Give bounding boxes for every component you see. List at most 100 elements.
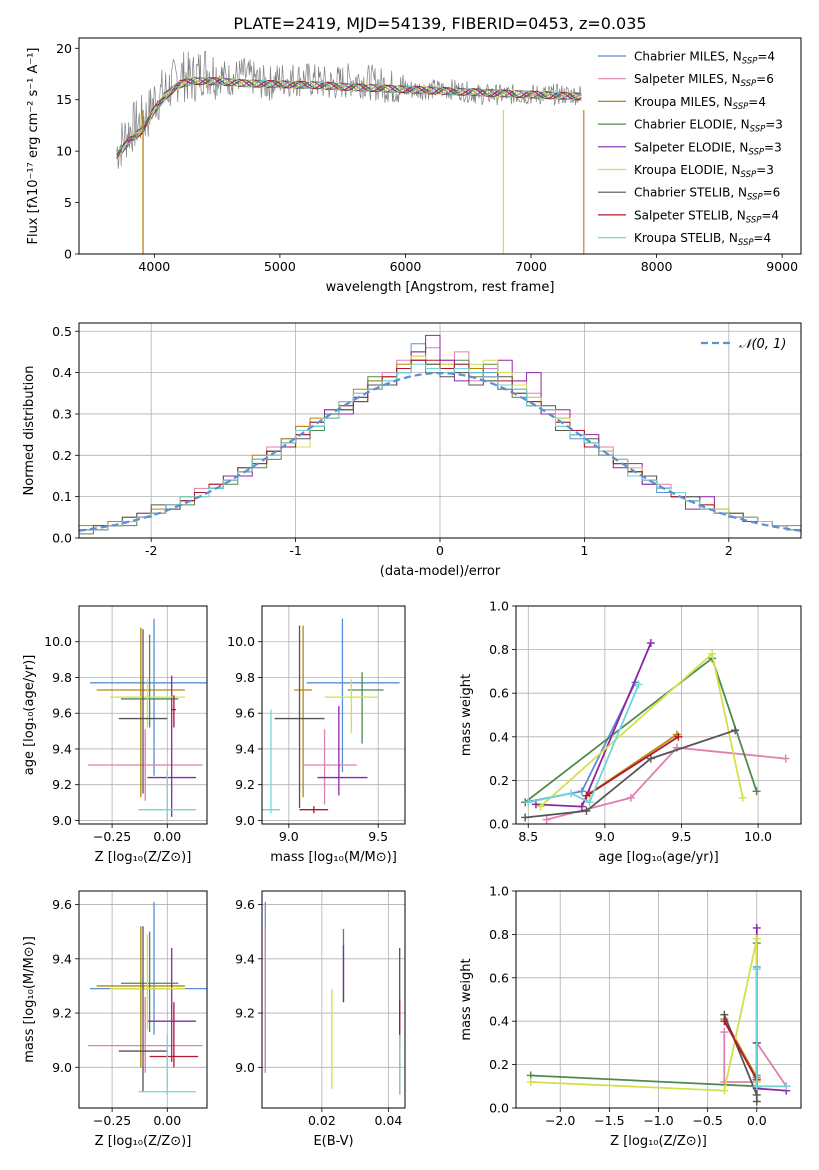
spectrum-ytick-label: 20 bbox=[56, 41, 72, 56]
weight-vs-age-ytick-label: 0.4 bbox=[489, 729, 509, 744]
weight-vs-age-series-line bbox=[586, 736, 679, 797]
residuals-xtick-label: -2 bbox=[145, 543, 157, 558]
weight-vs-z-point-marker bbox=[752, 965, 761, 974]
age-vs-z-ytick-label: 9.2 bbox=[52, 777, 72, 792]
weight-vs-age-point-marker bbox=[542, 815, 551, 824]
weight-vs-age-series-line bbox=[539, 652, 744, 808]
weight-vs-z-xtick-label: 0.0 bbox=[747, 1113, 767, 1128]
spectrum-model-line bbox=[116, 77, 582, 153]
weight-vs-z-point-marker bbox=[752, 1097, 761, 1106]
weight-vs-z-xtick-label: −0.5 bbox=[692, 1113, 722, 1128]
weight-vs-age-point-marker bbox=[781, 754, 790, 763]
weight-vs-z-ylabel: mass weight bbox=[459, 958, 474, 1040]
mass-vs-z-xlabel: Z [log₁₀(Z/Z⊙)] bbox=[95, 1134, 192, 1149]
weight-vs-age-point-marker bbox=[521, 813, 530, 822]
mass-vs-z-xtick-label: −0.25 bbox=[93, 1113, 131, 1128]
mass-vs-z-ytick-label: 9.6 bbox=[52, 897, 72, 912]
weight-vs-z-ytick-label: 0.0 bbox=[489, 1101, 509, 1116]
residuals-ytick-label: 0.1 bbox=[52, 489, 72, 504]
weight-vs-age-point-marker bbox=[577, 802, 586, 811]
residuals-ytick-label: 0.3 bbox=[52, 406, 72, 421]
weight-vs-z-xtick-label: −1.0 bbox=[643, 1113, 673, 1128]
mass-vs-ebv-panel: 0.02 0.04 9.0 9.2 9.4 9.6 E(B-V) bbox=[235, 890, 406, 1149]
spectrum-panel: 4000 5000 6000 7000 8000 9000 0 5 10 15 20 waveleng… bbox=[26, 37, 802, 295]
weight-vs-age-frame bbox=[515, 605, 802, 825]
spectrum-data-line bbox=[116, 50, 582, 169]
weight-vs-z-ytick-label: 1.0 bbox=[489, 884, 509, 899]
legend-label: Chabrier STELIB, NSSP=6 bbox=[634, 186, 780, 203]
spectrum-xtick-label: 5000 bbox=[264, 259, 296, 274]
weight-vs-age-point-marker bbox=[646, 639, 655, 648]
figure-title: PLATE=2419, MJD=54139, FIBERID=0453, z=0… bbox=[233, 14, 646, 33]
age-vs-z-frame bbox=[78, 605, 208, 825]
weight-vs-age-ytick-label: 0.6 bbox=[489, 686, 509, 701]
weight-vs-age-point-marker bbox=[582, 791, 591, 800]
residuals-panel: -2 -1 0 1 2 0.0 0.1 0.2 0.3 0.4 0.5 (data-model)/er… bbox=[22, 322, 802, 579]
residuals-xtick-label: 2 bbox=[725, 543, 733, 558]
mass-vs-ebv-frame bbox=[261, 890, 406, 1109]
spectrum-legend: Chabrier MILES, NSSP=4 Salpeter MILES, NS… bbox=[598, 50, 783, 248]
weight-vs-age-xlabel: age [log₁₀(age/yr)] bbox=[598, 850, 719, 865]
weight-vs-z-ytick-label: 0.6 bbox=[489, 970, 509, 985]
age-vs-z-ylabel: age [log₁₀(age/yr)] bbox=[22, 655, 37, 776]
legend-label: Salpeter ELODIE, NSSP=3 bbox=[634, 140, 782, 157]
age-vs-z-ytick-label: 9.0 bbox=[52, 813, 72, 828]
legend-label: Salpeter MILES, NSSP=6 bbox=[634, 72, 774, 89]
weight-vs-age-xtick-label: 9.0 bbox=[595, 829, 615, 844]
mass-vs-z-ylabel: mass [log₁₀(M/M⊙)] bbox=[22, 936, 37, 1063]
legend-label: Kroupa MILES, NSSP=4 bbox=[634, 95, 766, 112]
weight-vs-age-xtick-label: 9.5 bbox=[672, 829, 692, 844]
spectrum-model-line bbox=[116, 77, 582, 160]
age-vs-mass-xlabel: mass [log₁₀(M/M⊙)] bbox=[270, 850, 397, 865]
age-vs-mass-panel: 9.0 9.5 9.0 9.2 9.4 9.6 9.8 10.0 mass [log₁₀(M/M… bbox=[227, 605, 406, 865]
weight-vs-age-point-marker bbox=[582, 806, 591, 815]
residuals-ytick-label: 0.2 bbox=[52, 448, 72, 463]
mass-vs-z-ytick-label: 9.4 bbox=[52, 951, 72, 966]
age-vs-z-xlabel: Z [log₁₀(Z/Z⊙)] bbox=[95, 850, 192, 865]
mass-vs-ebv-ytick-label: 9.2 bbox=[235, 1006, 255, 1021]
spectrum-xtick-label: 9000 bbox=[766, 259, 798, 274]
weight-vs-z-point-marker bbox=[720, 1028, 729, 1037]
weight-vs-age-point-marker bbox=[731, 726, 740, 735]
mass-vs-ebv-ytick-label: 9.4 bbox=[235, 951, 255, 966]
age-vs-z-ytick-label: 9.4 bbox=[52, 741, 72, 756]
weight-vs-z-panel: −2.0 −1.5 −1.0 −0.5 0.0 0.0 0.2 0.4 0.6 0.8 1.0 Z [… bbox=[459, 884, 802, 1149]
age-vs-mass-ytick-label: 9.4 bbox=[235, 741, 255, 756]
residuals-ytick-label: 0.5 bbox=[52, 324, 72, 339]
weight-vs-z-series-line bbox=[723, 1014, 758, 1102]
legend-label: Kroupa STELIB, NSSP=4 bbox=[634, 231, 771, 248]
age-vs-z-ytick-label: 9.6 bbox=[52, 706, 72, 721]
age-vs-mass-ytick-label: 9.2 bbox=[235, 777, 255, 792]
residuals-ylabel: Normed distribution bbox=[22, 366, 37, 496]
mass-vs-z-ytick-label: 9.2 bbox=[52, 1006, 72, 1021]
age-vs-z-ytick-label: 10.0 bbox=[44, 634, 72, 649]
spectrum-ytick-label: 15 bbox=[56, 92, 72, 107]
weight-vs-age-point-marker bbox=[524, 798, 533, 807]
weight-vs-z-xtick-label: −1.5 bbox=[594, 1113, 624, 1128]
age-vs-mass-ytick-label: 9.0 bbox=[235, 813, 255, 828]
weight-vs-z-point-marker bbox=[720, 1086, 729, 1095]
weight-vs-z-series-line bbox=[755, 969, 787, 1088]
residuals-xtick-label: -1 bbox=[289, 543, 301, 558]
weight-vs-z-point-marker bbox=[526, 1077, 535, 1086]
weight-vs-age-point-marker bbox=[567, 789, 576, 798]
weight-vs-z-xtick-label: −2.0 bbox=[545, 1113, 575, 1128]
weight-vs-age-series-line bbox=[528, 684, 640, 804]
weight-vs-z-point-marker bbox=[752, 1082, 761, 1091]
residuals-ytick-label: 0.0 bbox=[52, 531, 72, 546]
residuals-xtick-label: 1 bbox=[580, 543, 588, 558]
mass-vs-ebv-ytick-label: 9.6 bbox=[235, 897, 255, 912]
residuals-ytick-label: 0.4 bbox=[52, 365, 72, 380]
weight-vs-age-point-marker bbox=[634, 680, 643, 689]
weight-vs-age-series-line bbox=[525, 729, 736, 819]
age-vs-mass-ytick-label: 10.0 bbox=[227, 634, 255, 649]
age-vs-mass-frame bbox=[261, 605, 406, 825]
mass-vs-z-frame bbox=[78, 890, 208, 1109]
weight-vs-age-xtick-label: 10.0 bbox=[744, 829, 772, 844]
mass-vs-z-panel: −0.25 0.00 9.0 9.2 9.4 9.6 Z [log₁₀(Z/Z⊙)] mass… bbox=[22, 890, 208, 1149]
mass-vs-ebv-xtick-label: 0.04 bbox=[374, 1113, 402, 1128]
weight-vs-age-point-marker bbox=[752, 787, 761, 796]
weight-vs-age-point-marker bbox=[708, 649, 717, 658]
normal-legend-label: 𝒩(0, 1) bbox=[739, 337, 786, 352]
